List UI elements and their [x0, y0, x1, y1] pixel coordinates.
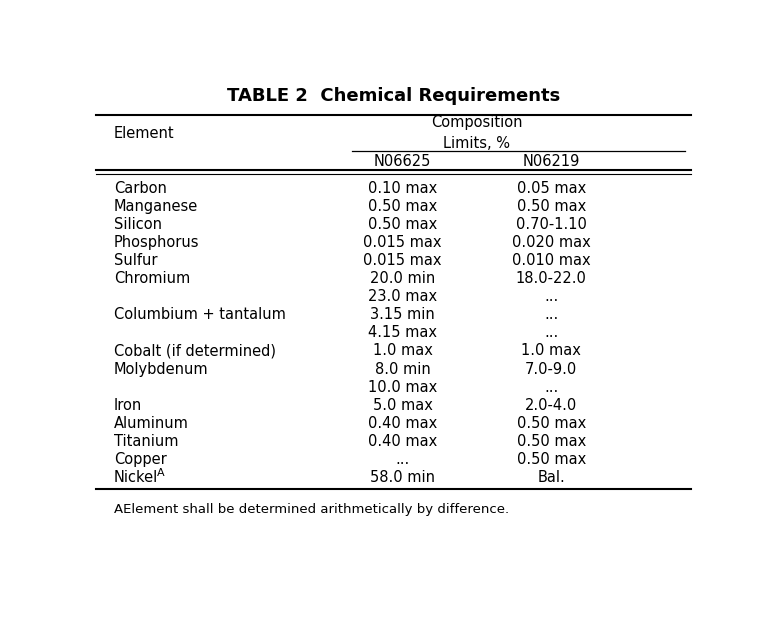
Text: Sulfur: Sulfur	[114, 253, 157, 268]
Text: N06219: N06219	[523, 154, 580, 169]
Text: 0.50 max: 0.50 max	[517, 199, 586, 214]
Text: 0.10 max: 0.10 max	[368, 181, 437, 196]
Text: Manganese: Manganese	[114, 199, 198, 214]
Text: Phosphorus: Phosphorus	[114, 235, 200, 250]
Text: 20.0 min: 20.0 min	[370, 271, 435, 286]
Text: Carbon: Carbon	[114, 181, 167, 196]
Text: 18.0-22.0: 18.0-22.0	[516, 271, 587, 286]
Text: 0.05 max: 0.05 max	[517, 181, 586, 196]
Text: 0.020 max: 0.020 max	[512, 235, 591, 250]
Text: ...: ...	[396, 452, 409, 467]
Text: 1.0 max: 1.0 max	[372, 343, 432, 358]
Text: 23.0 max: 23.0 max	[368, 289, 437, 304]
Text: TABLE 2  Chemical Requirements: TABLE 2 Chemical Requirements	[227, 87, 560, 105]
Text: 5.0 max: 5.0 max	[372, 397, 432, 413]
Text: 4.15 max: 4.15 max	[368, 325, 437, 340]
Text: Element: Element	[114, 125, 174, 140]
Text: 0.50 max: 0.50 max	[517, 452, 586, 467]
Text: 3.15 min: 3.15 min	[370, 307, 435, 322]
Text: ...: ...	[545, 289, 558, 304]
Text: 0.70-1.10: 0.70-1.10	[516, 217, 587, 232]
Text: 0.50 max: 0.50 max	[517, 434, 586, 449]
Text: 10.0 max: 10.0 max	[368, 379, 437, 395]
Text: AElement shall be determined arithmetically by difference.: AElement shall be determined arithmetica…	[114, 503, 509, 516]
Text: 0.50 max: 0.50 max	[368, 199, 437, 214]
Text: N06625: N06625	[374, 154, 431, 169]
Text: Cobalt (if determined): Cobalt (if determined)	[114, 343, 276, 358]
Text: 8.0 min: 8.0 min	[375, 361, 430, 376]
Text: ...: ...	[545, 307, 558, 322]
Text: Aluminum: Aluminum	[114, 416, 189, 431]
Text: Iron: Iron	[114, 397, 142, 413]
Text: Copper: Copper	[114, 452, 167, 467]
Text: 0.50 max: 0.50 max	[368, 217, 437, 232]
Text: ...: ...	[545, 379, 558, 395]
Text: 0.015 max: 0.015 max	[363, 235, 442, 250]
Text: 0.015 max: 0.015 max	[363, 253, 442, 268]
Text: Titanium: Titanium	[114, 434, 178, 449]
Text: 0.40 max: 0.40 max	[368, 434, 437, 449]
Text: Nickel: Nickel	[114, 470, 158, 485]
Text: 7.0-9.0: 7.0-9.0	[525, 361, 578, 376]
Text: A: A	[157, 468, 164, 478]
Text: Columbium + tantalum: Columbium + tantalum	[114, 307, 286, 322]
Text: 0.40 max: 0.40 max	[368, 416, 437, 431]
Text: Bal.: Bal.	[538, 470, 565, 485]
Text: Composition
Limits, %: Composition Limits, %	[431, 115, 523, 151]
Text: 1.0 max: 1.0 max	[521, 343, 581, 358]
Text: Silicon: Silicon	[114, 217, 162, 232]
Text: 2.0-4.0: 2.0-4.0	[525, 397, 578, 413]
Text: 0.50 max: 0.50 max	[517, 416, 586, 431]
Text: 58.0 min: 58.0 min	[370, 470, 435, 485]
Text: Chromium: Chromium	[114, 271, 190, 286]
Text: 0.010 max: 0.010 max	[512, 253, 591, 268]
Text: Molybdenum: Molybdenum	[114, 361, 208, 376]
Text: ...: ...	[545, 325, 558, 340]
